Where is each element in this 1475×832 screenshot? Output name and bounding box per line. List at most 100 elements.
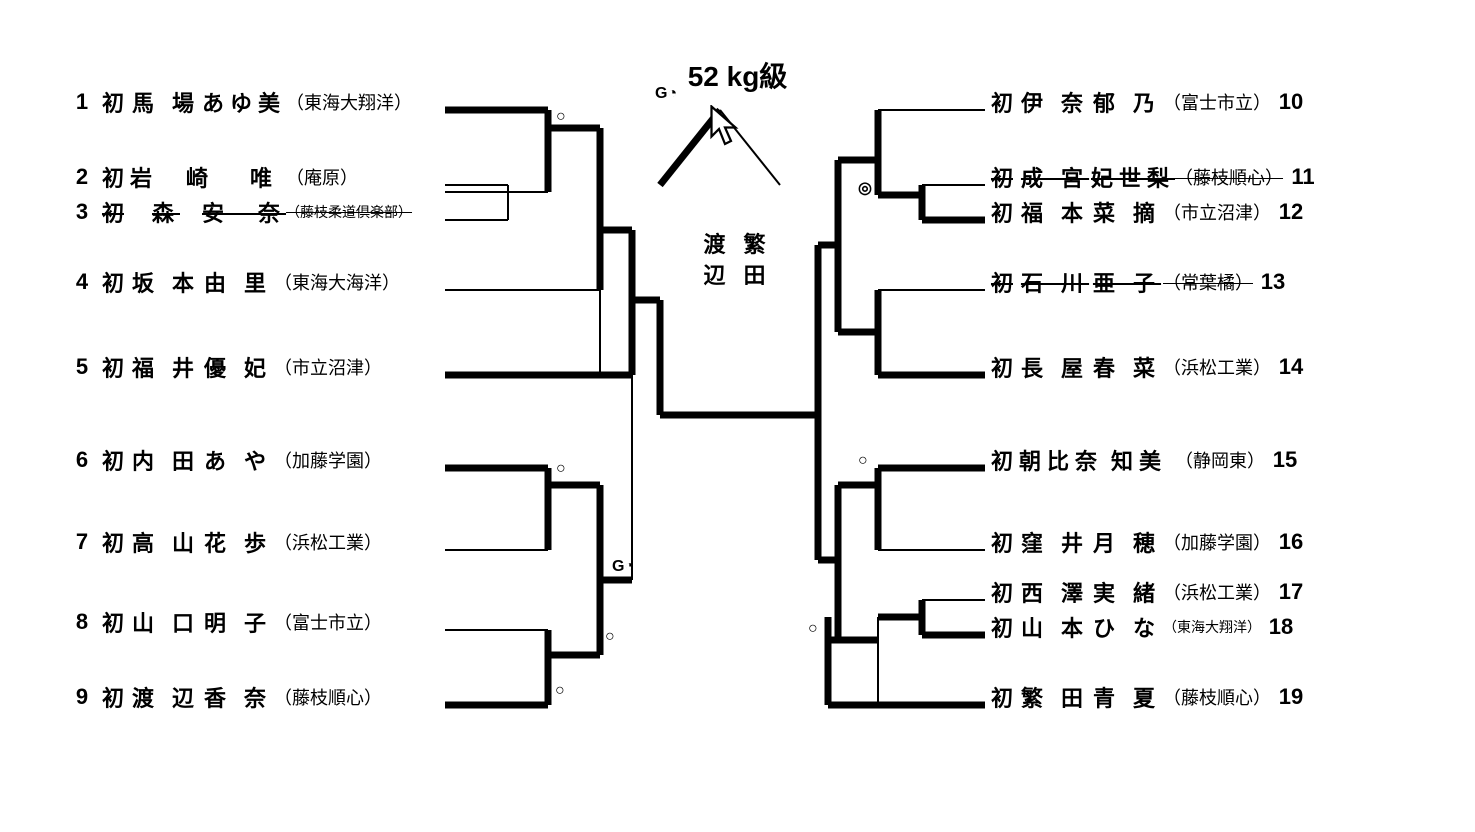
entry-school: （加藤学園） [1163, 529, 1271, 555]
entry-seed: 初 [985, 161, 1019, 193]
finalist-line: 渡 繁 [703, 230, 771, 261]
entry-right: 初西 澤実 緒（浜松工業）17 [985, 576, 1305, 608]
entry-num: 9 [68, 684, 96, 710]
entry-seed: 初 [96, 196, 130, 228]
result-mark: ◎ [858, 178, 872, 198]
entry-num: 16 [1277, 529, 1305, 555]
entry-right: 初窪 井月 穂（加藤学園）16 [985, 526, 1305, 558]
entry-school: （東海大翔洋） [1163, 617, 1261, 637]
entry-seed: 初 [985, 681, 1019, 713]
entry-surname: 朝比奈 [1019, 444, 1103, 476]
entry-surname: 長 屋 [1019, 351, 1091, 383]
entry-num: 1 [68, 89, 96, 115]
entry-surname: 石 川 [1019, 266, 1091, 298]
entry-seed: 初 [985, 86, 1019, 118]
entry-school: （藤枝順心） [274, 684, 382, 710]
result-mark: ○ [808, 620, 818, 638]
entry-left: 2初岩 崎 唯（庵原） [68, 161, 358, 193]
entry-right: 初山 本ひ な（東海大翔洋）18 [985, 611, 1295, 643]
entry-surname: 坂 本 [130, 266, 202, 298]
result-mark: G◔ [655, 85, 677, 103]
entry-seed: 初 [96, 161, 130, 193]
result-mark: ○ [605, 628, 615, 646]
result-mark: ○ [555, 682, 565, 700]
entry-num: 4 [68, 269, 96, 295]
entry-seed: 初 [96, 526, 130, 558]
entry-given: 青 夏 [1091, 681, 1163, 713]
entry-school: （庵原） [286, 164, 358, 190]
entry-num: 8 [68, 609, 96, 635]
entry-num: 7 [68, 529, 96, 555]
entry-school: （富士市立） [1163, 89, 1271, 115]
entry-right: 初伊 奈郁 乃（富士市立）10 [985, 86, 1305, 118]
entry-surname: 窪 井 [1019, 526, 1091, 558]
entry-num: 12 [1277, 199, 1305, 225]
result-mark: G◔ [612, 558, 634, 576]
entry-given: 安 奈 [202, 196, 286, 228]
entry-surname: 渡 辺 [130, 681, 202, 713]
result-mark: ○ [556, 460, 566, 478]
entry-seed: 初 [985, 576, 1019, 608]
entry-num: 2 [68, 164, 96, 190]
entry-seed: 初 [96, 266, 130, 298]
result-mark: ○ [858, 452, 868, 470]
entry-right: 初朝比奈知美（静岡東）15 [985, 444, 1299, 476]
entry-given: 妃世梨 [1091, 161, 1175, 193]
bracket-title: 52 kg級 [688, 55, 788, 95]
entry-surname: 福 井 [130, 351, 202, 383]
entry-given: 亜 子 [1091, 266, 1163, 298]
entry-num: 18 [1267, 614, 1295, 640]
entry-given: 優 妃 [202, 351, 274, 383]
entry-seed: 初 [985, 526, 1019, 558]
entry-school: （東海大海洋） [274, 269, 400, 295]
entry-school: （市立沼津） [274, 354, 382, 380]
entry-given: 春 菜 [1091, 351, 1163, 383]
entry-seed: 初 [96, 681, 130, 713]
entry-given: 実 緒 [1091, 576, 1163, 608]
entry-surname: 岩 崎 [130, 161, 214, 193]
entry-left: 6初内 田あ や（加藤学園） [68, 444, 382, 476]
entry-given: 香 奈 [202, 681, 274, 713]
entry-school: （市立沼津） [1163, 199, 1271, 225]
entry-right: 初成 宮妃世梨（藤枝順心）11 [985, 161, 1317, 193]
entry-school: （藤枝順心） [1175, 164, 1283, 190]
entry-given: あゆ美 [202, 86, 286, 118]
cursor-icon [710, 105, 740, 147]
entry-school: （常葉橘） [1163, 269, 1253, 295]
entry-school: （静岡東） [1175, 447, 1265, 473]
entry-left: 8初山 口明 子（富士市立） [68, 606, 382, 638]
entry-surname: 繁 田 [1019, 681, 1091, 713]
entry-school: （藤枝順心） [1163, 684, 1271, 710]
entry-num: 3 [68, 199, 96, 225]
entry-given: 由 里 [202, 266, 274, 298]
entry-surname: 馬 場 [130, 86, 202, 118]
entry-surname: 福 本 [1019, 196, 1091, 228]
entry-seed: 初 [985, 266, 1019, 298]
entry-seed: 初 [985, 351, 1019, 383]
entry-given: 月 穂 [1091, 526, 1163, 558]
entry-right: 初繁 田青 夏（藤枝順心）19 [985, 681, 1305, 713]
entry-surname: 西 澤 [1019, 576, 1091, 608]
entry-seed: 初 [96, 606, 130, 638]
entry-school: （加藤学園） [274, 447, 382, 473]
entry-school: （富士市立） [274, 609, 382, 635]
entry-left: 3初森安 奈（藤枝柔道倶楽部） [68, 196, 412, 228]
entry-surname: 成 宮 [1019, 161, 1091, 193]
entry-left: 9初渡 辺香 奈（藤枝順心） [68, 681, 382, 713]
entry-seed: 初 [985, 444, 1019, 476]
entry-school: （浜松工業） [274, 529, 382, 555]
entry-school: （東海大翔洋） [286, 89, 412, 115]
result-mark: ○ [556, 108, 566, 126]
entry-school: （浜松工業） [1163, 354, 1271, 380]
entry-seed: 初 [985, 611, 1019, 643]
entry-surname: 内 田 [130, 444, 202, 476]
entry-num: 6 [68, 447, 96, 473]
entry-num: 15 [1271, 447, 1299, 473]
entry-left: 7初高 山花 歩（浜松工業） [68, 526, 382, 558]
entry-seed: 初 [96, 444, 130, 476]
entry-num: 19 [1277, 684, 1305, 710]
entry-num: 11 [1289, 164, 1317, 190]
entry-right: 初長 屋春 菜（浜松工業）14 [985, 351, 1305, 383]
entry-left: 1初馬 場あゆ美（東海大翔洋） [68, 86, 412, 118]
entry-right: 初石 川亜 子（常葉橘）13 [985, 266, 1287, 298]
